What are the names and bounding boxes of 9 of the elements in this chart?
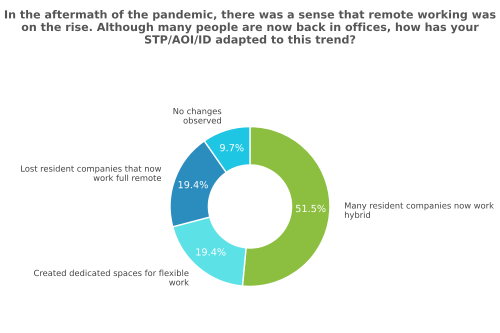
chart-title: In the aftermath of the pandemic, there was a sense that remote working was on the rise. Although many people are now back in offices, how has your STP/AOI/ID adapted to this trend? bbox=[4, 10, 496, 46]
slice-label: Created dedicated spaces for flexible work bbox=[34, 270, 189, 286]
data-label: 19.4% bbox=[178, 180, 208, 188]
data-label: 19.4% bbox=[196, 248, 226, 256]
data-label: 9.7% bbox=[220, 144, 244, 152]
slice-label: No changes observed bbox=[174, 108, 222, 124]
slice-label: Many resident companies now work hybrid bbox=[344, 202, 494, 220]
data-label: 51.5% bbox=[296, 204, 326, 212]
slice-label: Lost resident companies that now work full remote bbox=[21, 165, 162, 182]
